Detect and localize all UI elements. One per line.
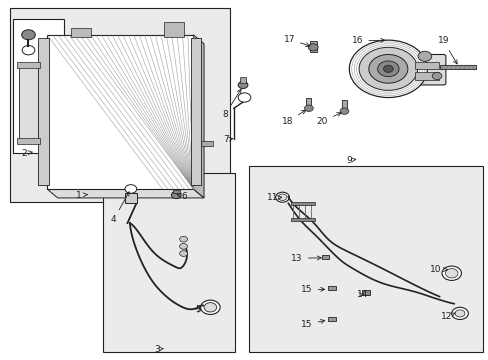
Text: 14: 14 (356, 290, 367, 299)
Text: 8: 8 (222, 89, 241, 119)
Bar (328, 317, 335, 321)
Text: 19: 19 (437, 36, 456, 64)
Bar (321, 255, 329, 259)
Bar (19, 67, 38, 142)
Bar (125, 193, 137, 203)
Circle shape (21, 30, 35, 40)
Circle shape (454, 310, 464, 317)
Circle shape (278, 194, 286, 201)
Bar (71, 28, 91, 37)
Circle shape (417, 51, 431, 61)
Circle shape (348, 40, 427, 98)
Bar (306, 98, 311, 105)
Polygon shape (47, 35, 193, 189)
Bar (13, 19, 64, 153)
Text: 7: 7 (223, 135, 232, 144)
Bar (291, 219, 314, 221)
Circle shape (238, 81, 247, 89)
Circle shape (125, 185, 137, 193)
Bar (200, 140, 212, 146)
Polygon shape (47, 189, 203, 198)
Text: 1: 1 (76, 190, 87, 199)
Circle shape (383, 65, 392, 72)
Circle shape (368, 54, 407, 83)
Circle shape (431, 72, 441, 80)
Circle shape (358, 47, 417, 90)
Text: 13: 13 (291, 254, 321, 263)
Text: 12: 12 (440, 312, 454, 321)
Circle shape (308, 44, 318, 51)
Bar (249, 166, 483, 352)
Circle shape (275, 192, 289, 202)
Bar (310, 41, 316, 51)
Bar (163, 22, 183, 37)
Circle shape (200, 300, 220, 315)
Circle shape (339, 108, 348, 114)
Bar (414, 72, 438, 80)
Text: 16: 16 (351, 36, 384, 45)
Circle shape (304, 105, 313, 112)
Circle shape (22, 45, 35, 55)
Text: 18: 18 (281, 110, 305, 126)
Bar (328, 286, 335, 291)
Bar (172, 190, 179, 193)
Bar (361, 290, 369, 295)
Text: 15: 15 (301, 285, 324, 294)
Text: 4: 4 (111, 192, 129, 224)
Bar (10, 8, 229, 202)
Text: 17: 17 (283, 35, 309, 47)
Bar (414, 62, 438, 69)
Bar (103, 173, 234, 352)
Bar (291, 202, 314, 205)
Circle shape (441, 266, 461, 280)
Text: 20: 20 (316, 113, 341, 126)
Text: 5: 5 (195, 305, 201, 314)
Text: 2: 2 (21, 149, 32, 158)
Circle shape (179, 251, 187, 256)
Bar (439, 65, 475, 69)
Text: 15: 15 (301, 319, 324, 329)
Bar (38, 39, 49, 185)
Circle shape (377, 61, 398, 77)
Text: 9: 9 (346, 156, 355, 165)
Text: 10: 10 (429, 265, 447, 274)
Circle shape (179, 236, 187, 242)
Bar (190, 39, 200, 185)
FancyBboxPatch shape (407, 54, 445, 85)
Circle shape (238, 93, 250, 102)
Circle shape (445, 269, 457, 278)
Bar (17, 138, 40, 144)
Circle shape (179, 243, 187, 249)
Bar (240, 77, 245, 83)
Bar (17, 62, 40, 68)
Circle shape (203, 303, 216, 312)
Text: 3: 3 (154, 345, 163, 354)
Text: 6: 6 (177, 192, 186, 201)
Bar (341, 100, 346, 108)
Polygon shape (193, 35, 203, 198)
Circle shape (451, 307, 468, 319)
Circle shape (171, 192, 181, 199)
Text: 11: 11 (266, 193, 281, 202)
